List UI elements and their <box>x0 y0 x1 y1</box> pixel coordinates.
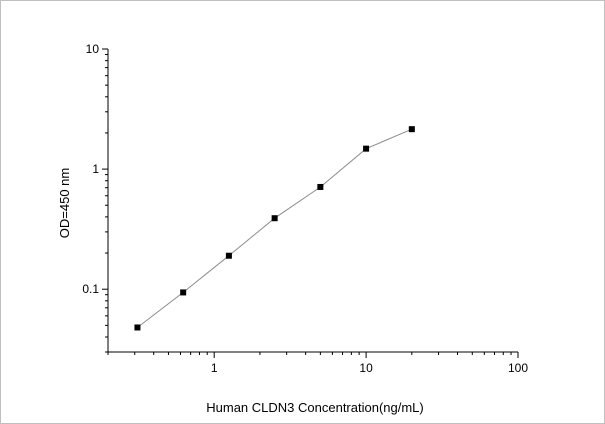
x-tick-label: 1 <box>211 361 218 375</box>
data-point <box>134 324 141 331</box>
data-point <box>225 252 232 259</box>
data-point <box>317 183 324 190</box>
data-point <box>408 126 415 133</box>
y-tick-label: 0.1 <box>82 282 99 296</box>
series-line <box>137 128 412 328</box>
data-point <box>180 289 187 296</box>
data-point <box>363 145 370 152</box>
y-tick-label: 10 <box>86 42 100 56</box>
data-point <box>271 215 278 222</box>
chart-axes: 1 10 100 0.1 1 10 <box>82 42 528 375</box>
x-tick-label: 10 <box>359 361 373 375</box>
x-tick-label: 100 <box>508 361 528 375</box>
data-markers-group <box>134 126 415 331</box>
x-axis-label: Human CLDN3 Concentration(ng/mL) <box>206 400 423 415</box>
series-line-group <box>137 128 412 328</box>
y-axis-label: OD=450 nm <box>57 168 72 238</box>
y-tick-label: 1 <box>92 162 99 176</box>
